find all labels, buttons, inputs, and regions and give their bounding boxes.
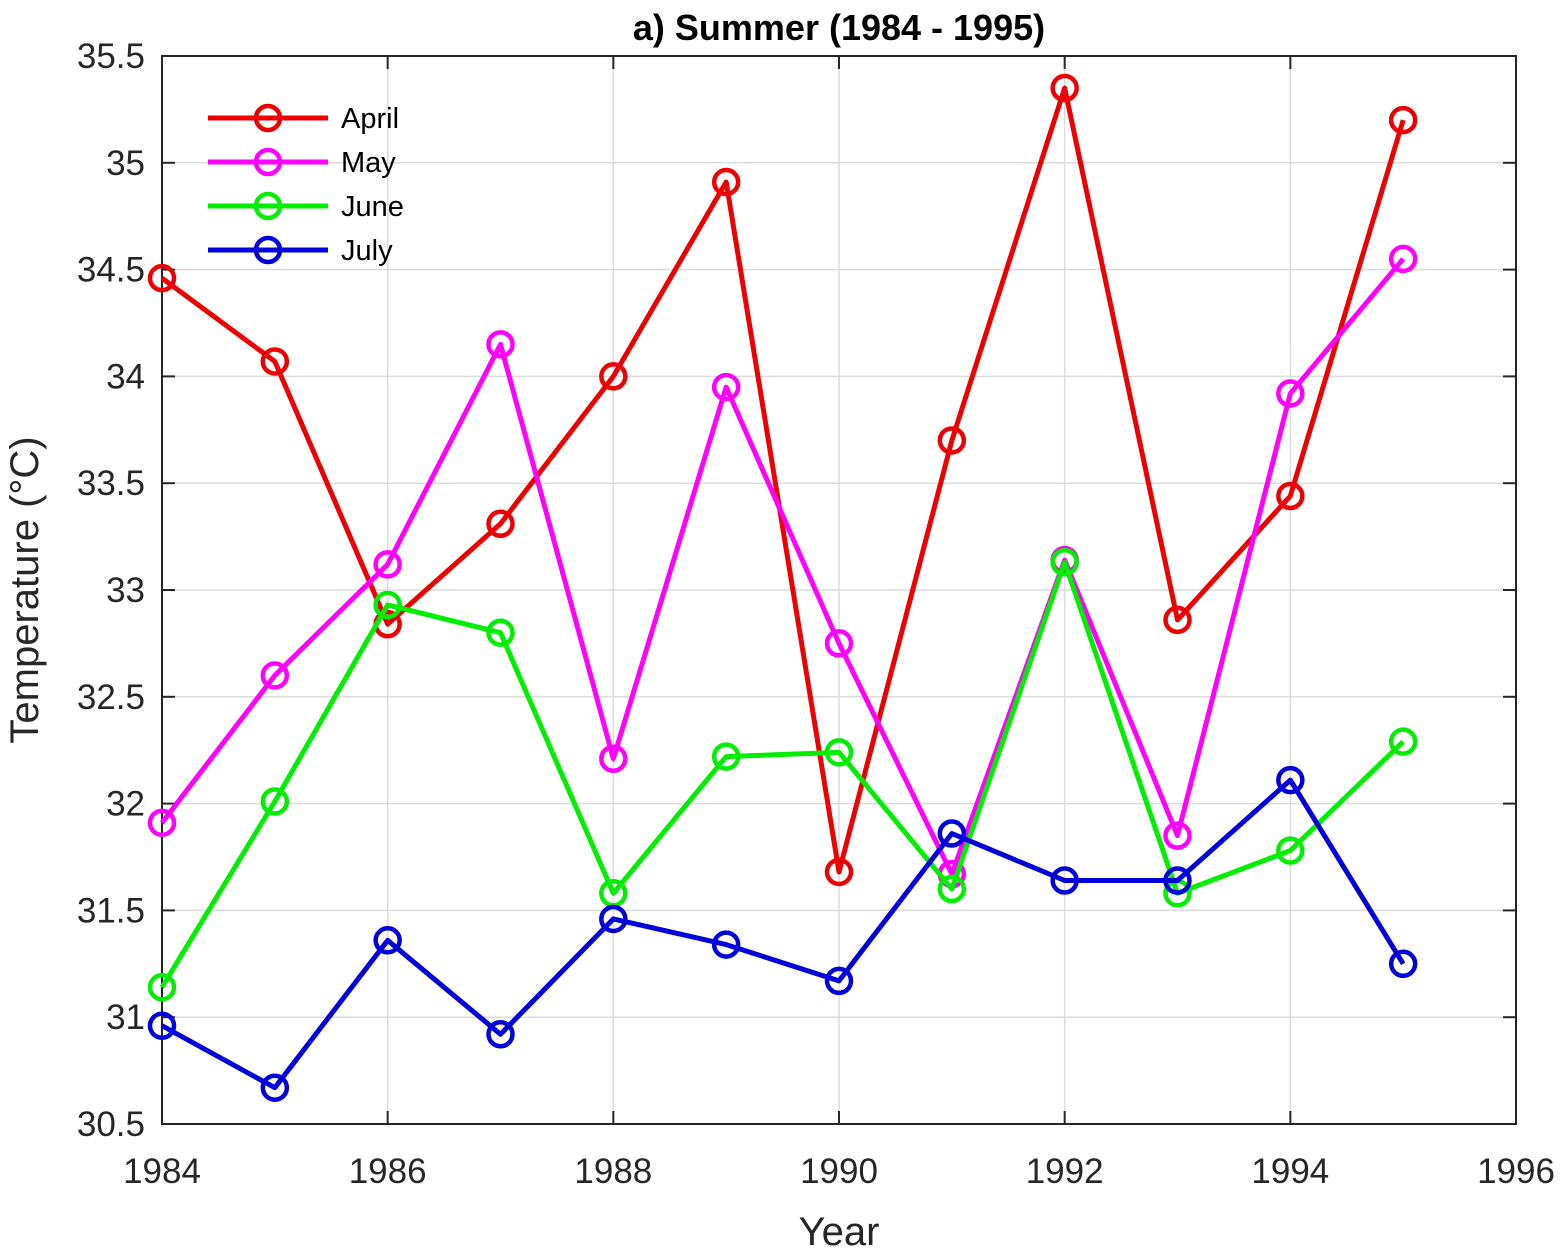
legend-marker-april: [253, 103, 283, 133]
data-point-july: [824, 966, 854, 996]
data-point-april: [260, 347, 290, 376]
data-point-july: [711, 930, 741, 959]
data-point-june: [1050, 547, 1079, 577]
chart-title: a) Summer (1984 - 1995): [633, 7, 1045, 48]
x-tick-label: 1992: [1026, 1152, 1104, 1191]
data-point-july: [373, 926, 402, 955]
data-point-may: [1276, 379, 1305, 408]
data-point-june: [260, 787, 290, 816]
x-tick-label: 1984: [123, 1152, 201, 1191]
data-point-july: [147, 1011, 177, 1040]
data-point-june: [1388, 727, 1418, 756]
data-point-june: [824, 738, 854, 767]
x-tick-label: 1990: [800, 1152, 878, 1191]
legend-label-june: June: [341, 191, 404, 223]
data-point-may: [486, 330, 515, 359]
y-tick-label: 32: [106, 785, 145, 824]
series-july: [147, 765, 1418, 1102]
legend-label-april: April: [341, 103, 399, 135]
x-axis-label: Year: [799, 1210, 880, 1254]
data-point-june: [486, 618, 515, 647]
data-point-april: [1163, 605, 1192, 635]
series-april: [147, 73, 1418, 887]
legend-marker-july: [253, 235, 283, 265]
legend-marker-june: [253, 191, 283, 221]
data-point-june: [937, 874, 967, 904]
data-point-may: [824, 629, 854, 658]
data-point-june: [1276, 836, 1305, 865]
data-point-july: [1276, 765, 1305, 795]
legend-label-july: July: [341, 235, 393, 267]
series-june: [147, 547, 1418, 1002]
legend-item-april: April: [208, 103, 399, 135]
data-point-july: [1050, 866, 1079, 895]
series-line-may: [160, 257, 1406, 877]
data-point-april: [486, 509, 515, 539]
series-layer: [147, 73, 1418, 1102]
series-line-july: [160, 777, 1406, 1091]
data-point-may: [147, 808, 177, 838]
y-tick-label: 34.5: [77, 251, 145, 290]
data-point-may: [711, 372, 741, 402]
x-tick-label: 1988: [574, 1152, 652, 1191]
x-tick-label: 1994: [1251, 1152, 1329, 1191]
data-point-april: [1276, 481, 1305, 511]
data-point-july: [260, 1073, 290, 1102]
grid: [162, 56, 1516, 1124]
data-point-april: [1388, 105, 1418, 135]
data-point-april: [937, 426, 967, 455]
axis-ticks: 1984 1986 1988 1990 1992 1994 1996 30.5 31 31.5 32…: [77, 37, 1555, 1191]
data-point-june: [711, 742, 741, 771]
data-point-may: [373, 550, 402, 579]
data-point-may: [599, 744, 628, 773]
data-point-april: [711, 167, 741, 197]
data-point-june: [373, 590, 402, 620]
data-point-july: [1388, 949, 1418, 979]
data-point-july: [937, 819, 967, 848]
data-point-july: [1163, 866, 1192, 895]
data-point-june: [147, 973, 177, 1002]
data-point-may: [260, 661, 290, 690]
data-point-april: [599, 362, 628, 391]
y-tick-label: 33: [106, 571, 145, 610]
data-point-july: [599, 904, 628, 934]
y-tick-label: 33.5: [77, 464, 145, 503]
series-line-june: [159, 559, 1405, 989]
y-tick-label: 31.5: [77, 891, 145, 930]
y-tick-label: 32.5: [77, 678, 145, 717]
legend-item-june: June: [208, 191, 404, 223]
data-point-april: [147, 263, 177, 293]
legend: April May June July: [208, 103, 404, 267]
legend-marker-may: [253, 147, 283, 177]
y-tick-label: 35: [106, 144, 145, 183]
y-tick-label: 30.5: [77, 1105, 145, 1144]
y-tick-label: 35.5: [77, 37, 145, 76]
data-point-april: [824, 857, 854, 887]
y-tick-label: 31: [106, 998, 145, 1037]
data-point-april: [1050, 73, 1079, 103]
legend-item-may: May: [208, 147, 396, 179]
data-point-may: [1163, 821, 1192, 850]
data-point-july: [486, 1020, 515, 1049]
legend-label-may: May: [341, 147, 396, 179]
y-tick-label: 34: [106, 357, 145, 396]
legend-item-july: July: [208, 235, 393, 267]
y-axis-label: Temperature (°C): [3, 436, 47, 743]
x-tick-label: 1986: [349, 1152, 427, 1191]
x-tick-label: 1996: [1477, 1152, 1555, 1191]
data-point-may: [1388, 244, 1418, 274]
